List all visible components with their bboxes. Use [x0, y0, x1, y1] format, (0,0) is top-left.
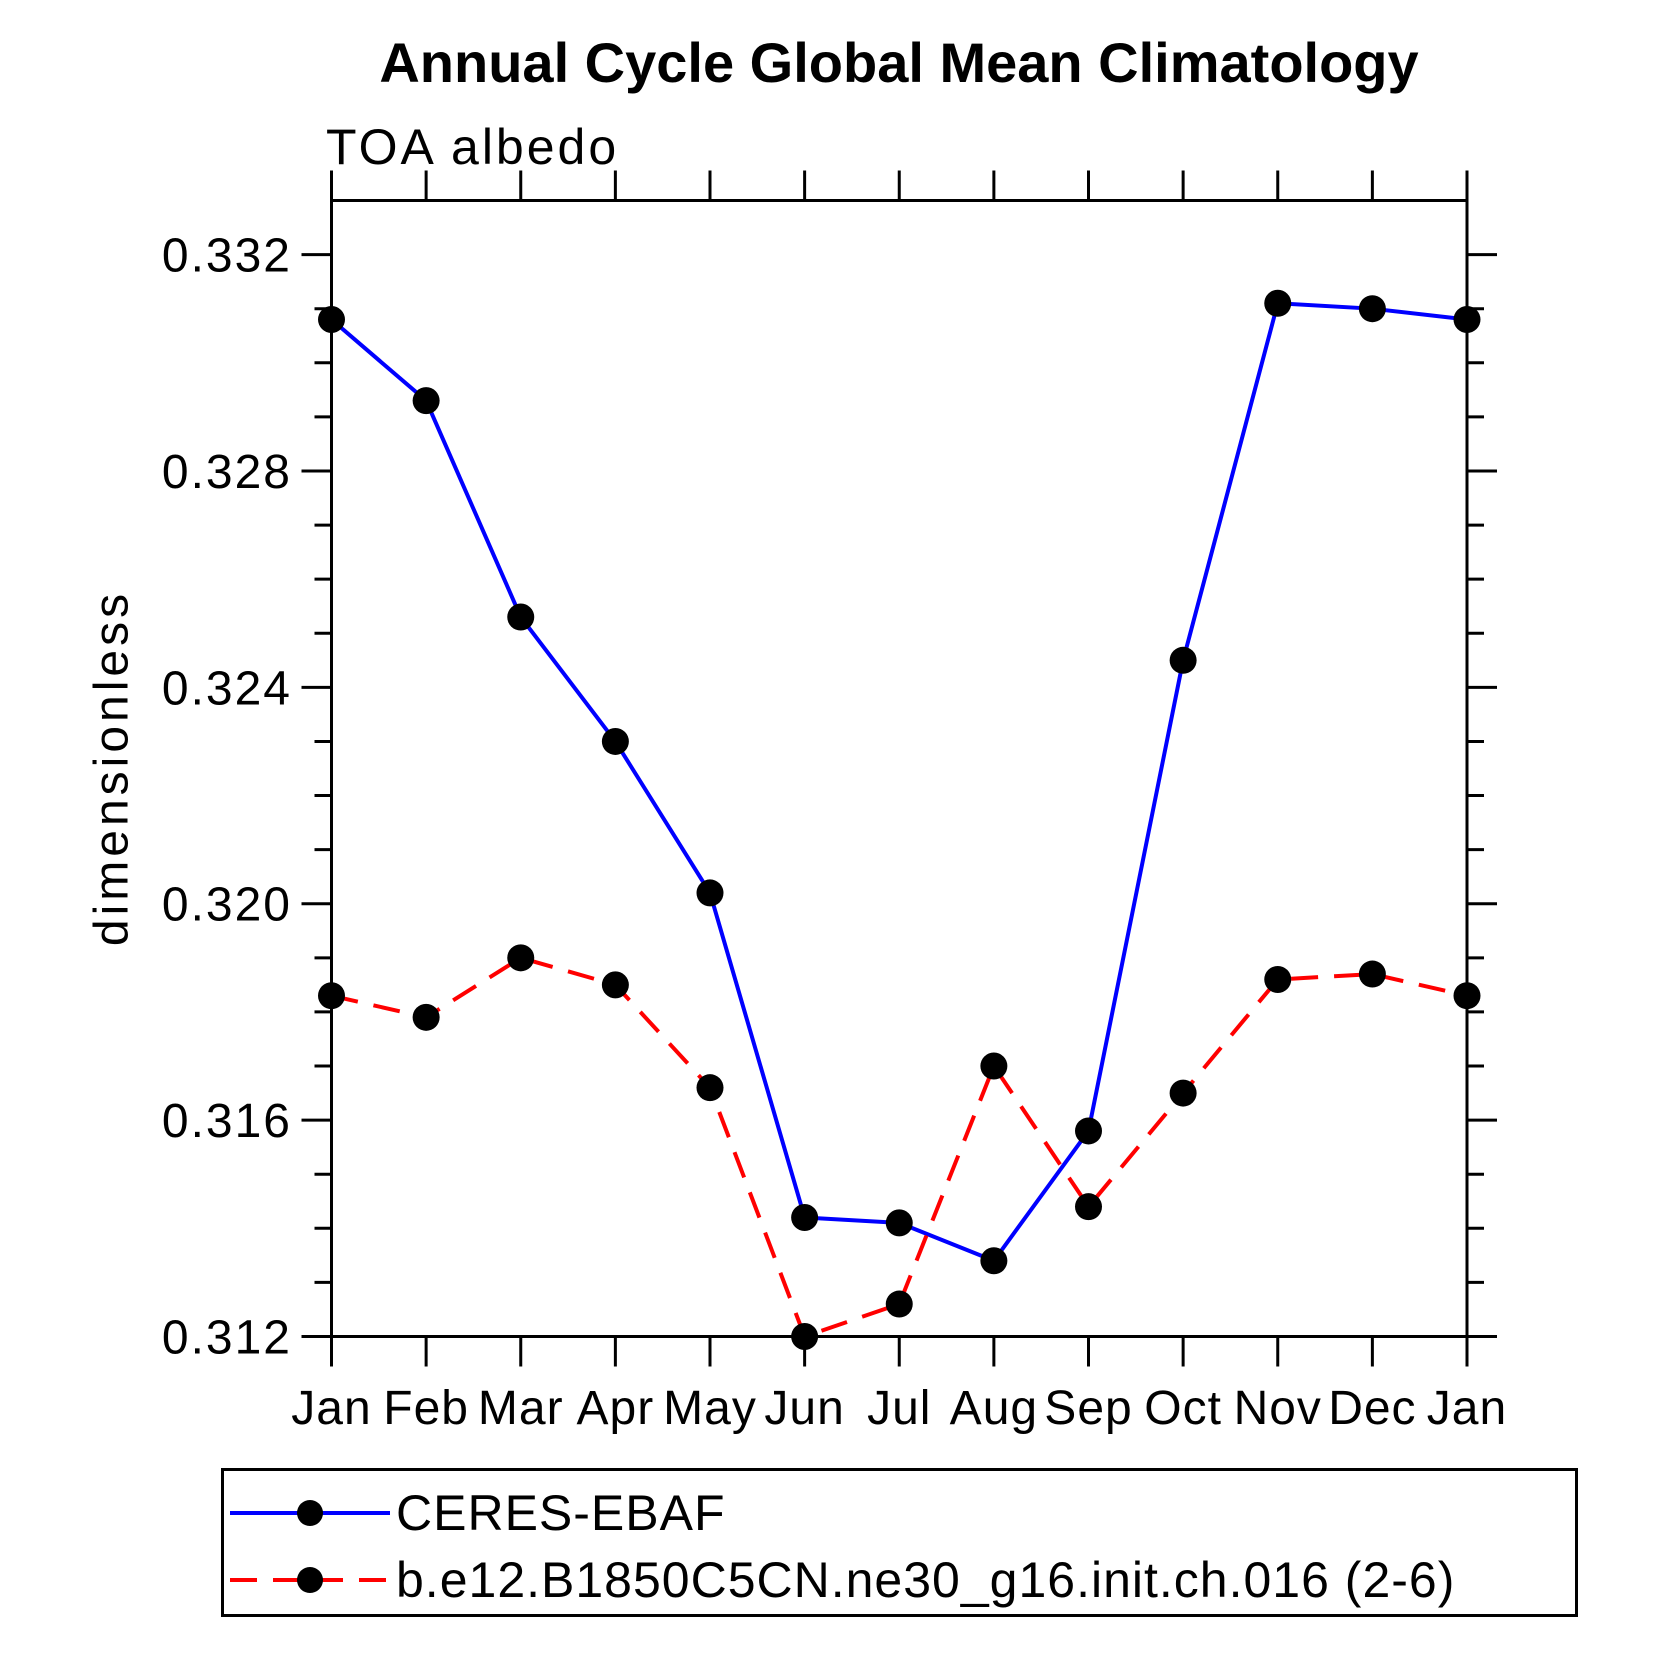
data-point-marker-ceres-Oct [1169, 646, 1197, 674]
legend-label-ceres: CERES-EBAF [396, 1485, 726, 1541]
x-tick-label: Aug [950, 1382, 1038, 1435]
data-point-marker-ceres-Mar [507, 603, 535, 631]
data-point-marker-model-May [696, 1074, 724, 1102]
data-point-marker-ceres-Aug [980, 1247, 1008, 1275]
y-tick-label: 0.316 [162, 1095, 292, 1148]
data-point-marker-ceres-Jan [1453, 306, 1481, 334]
y-tick-label: 0.332 [162, 230, 292, 283]
data-point-marker-model-Sep [1075, 1193, 1102, 1221]
x-tick-label: Sep [1044, 1382, 1132, 1435]
legend-label-model: b.e12.B1850C5CN.ne30_g16.init.ch.016 (2-… [396, 1552, 1456, 1608]
data-point-marker-model-Jan [318, 982, 345, 1010]
y-tick-label: 0.328 [162, 446, 292, 499]
data-point-marker-ceres-May [696, 879, 724, 907]
x-tick-label: Nov [1234, 1382, 1322, 1435]
chart-subtitle: TOA albedo [326, 119, 620, 175]
y-tick-label: 0.320 [162, 879, 292, 932]
data-point-marker-ceres-Dec [1358, 295, 1386, 323]
legend-row-model: b.e12.B1850C5CN.ne30_g16.init.ch.016 (2-… [224, 1552, 1456, 1608]
data-point-marker-model-Mar [507, 944, 535, 972]
series-line-ceres [330, 301, 1468, 1263]
data-point-marker-model-Jun [791, 1323, 819, 1350]
plot-frame [330, 199, 1469, 1338]
y-tick-label: 0.324 [162, 662, 292, 715]
data-point-marker-model-Aug [980, 1052, 1008, 1080]
x-tick-label: Jan [1427, 1382, 1507, 1435]
data-point-marker-ceres-Jun [791, 1203, 819, 1231]
legend-box: CERES-EBAF b.e12.B1850C5CN.ne30_g16.init… [221, 1468, 1578, 1617]
data-point-marker-ceres-Sep [1075, 1117, 1102, 1145]
y-tick-label: 0.312 [162, 1312, 292, 1365]
legend-row-ceres: CERES-EBAF [224, 1485, 726, 1541]
x-tick-label: Oct [1144, 1382, 1222, 1435]
data-point-marker-ceres-Nov [1264, 289, 1292, 317]
series-line-model [331, 955, 1468, 1339]
data-point-marker-ceres-Feb [412, 387, 440, 415]
legend-swatch-ceres-solid-blue-line [230, 1500, 390, 1526]
data-point-marker-model-Oct [1169, 1079, 1197, 1107]
data-point-marker-model-Apr [601, 971, 629, 999]
data-point-marker-model-Nov [1264, 965, 1292, 993]
data-point-marker-model-Jan [1453, 982, 1481, 1010]
x-tick-label: May [663, 1382, 757, 1435]
x-tick-label: Jul [867, 1382, 931, 1435]
data-point-marker-model-Dec [1358, 960, 1386, 988]
x-tick-label: Apr [577, 1382, 655, 1435]
legend-swatch-model-dashed-red-line [230, 1567, 390, 1593]
legend-marker-dot-icon [297, 1567, 323, 1593]
data-point-marker-ceres-Jan [318, 306, 345, 334]
data-point-marker-ceres-Apr [601, 727, 629, 755]
x-tick-label: Jan [291, 1382, 371, 1435]
x-tick-label: Feb [383, 1382, 469, 1435]
legend-marker-dot-icon [297, 1500, 323, 1526]
data-point-marker-model-Feb [412, 1003, 440, 1031]
data-point-marker-model-Jul [885, 1290, 913, 1318]
data-point-marker-ceres-Jul [885, 1209, 913, 1237]
chart-title: Annual Cycle Global Mean Climatology [379, 31, 1419, 94]
x-tick-label: Mar [478, 1382, 564, 1435]
x-tick-label: Dec [1328, 1382, 1416, 1435]
x-tick-label: Jun [764, 1382, 844, 1435]
